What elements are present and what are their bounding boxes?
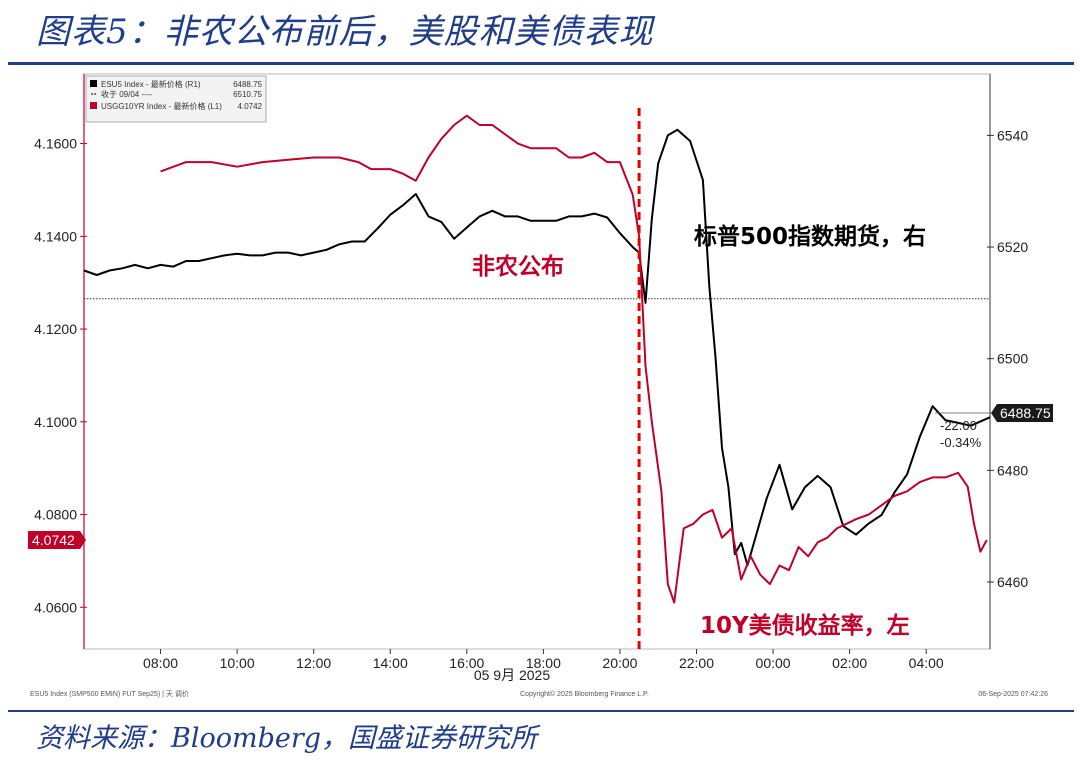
y-right-tick-label: 6540 bbox=[997, 127, 1028, 143]
y-left-tick-label: 4.1200 bbox=[34, 321, 77, 337]
event-label: 非农公布 bbox=[472, 253, 564, 280]
y-right-tick-label: 6520 bbox=[997, 239, 1028, 255]
x-tick-label: 02:00 bbox=[832, 655, 867, 671]
annotation-spx: 标普500指数期货，右 bbox=[694, 223, 926, 250]
footer-right: 06-Sep-2025 07:42:26 bbox=[978, 691, 1048, 698]
y-left-tick-label: 4.0800 bbox=[34, 507, 77, 523]
last-value-right: 6488.75 -22.00 -0.34% bbox=[935, 404, 1053, 450]
series-group bbox=[83, 114, 991, 604]
x-tick-label: 22:00 bbox=[679, 655, 714, 671]
legend-box bbox=[85, 75, 267, 123]
annotation-yield: 10Y美债收益率，左 bbox=[700, 612, 910, 639]
x-tick-label: 08:00 bbox=[143, 655, 178, 671]
last-change-text: -22.00 bbox=[940, 418, 977, 433]
x-tick-label: 10:00 bbox=[220, 655, 255, 671]
y-left-tick-label: 4.1400 bbox=[34, 228, 77, 244]
y-left-tick-label: 4.0600 bbox=[34, 599, 77, 615]
legend-swatch-spx bbox=[90, 80, 97, 87]
last-value-left: 4.0742 bbox=[28, 531, 86, 549]
title-rule bbox=[8, 62, 1074, 65]
x-tick-label: 14:00 bbox=[373, 655, 408, 671]
legend-label-close: 收于 09/04 ---- bbox=[101, 89, 152, 99]
y-right-tick-label: 6480 bbox=[997, 462, 1028, 478]
axes-group: 08:00 10:00 12:00 14:00 16:00 18:00 20:00 22:00… bbox=[34, 127, 1028, 671]
chart: 08:00 10:00 12:00 14:00 16:00 18:00 20:00 22:00… bbox=[28, 73, 1053, 698]
legend-label-yield: USGG10YR Index - 最新价格 (L1) bbox=[101, 101, 222, 111]
legend-label-spx: ESU5 Index - 最新价格 (R1) bbox=[101, 79, 201, 89]
x-tick-label: 16:00 bbox=[449, 655, 484, 671]
series-line-spx bbox=[83, 128, 991, 567]
legend: ESU5 Index - 最新价格 (R1) 6488.75 收于 09/04 … bbox=[85, 75, 267, 123]
x-tick-label: 20:00 bbox=[602, 655, 637, 671]
footer-center: Copyright© 2025 Bloomberg Finance L.P. bbox=[520, 690, 649, 698]
x-tick-label: 18:00 bbox=[526, 655, 561, 671]
legend-value-close: 6510.75 bbox=[233, 90, 262, 99]
x-tick-label: 04:00 bbox=[909, 655, 944, 671]
x-tick-label: 00:00 bbox=[756, 655, 791, 671]
y-right-tick-label: 6460 bbox=[997, 574, 1028, 590]
series-line-yield bbox=[160, 114, 988, 604]
last-value-right-tag bbox=[991, 404, 1053, 422]
legend-value-yield: 4.0742 bbox=[238, 102, 263, 111]
last-change-pct-text: -0.34% bbox=[940, 435, 982, 450]
last-value-left-tag bbox=[28, 531, 86, 549]
last-value-right-text: 6488.75 bbox=[1000, 405, 1051, 421]
legend-swatch-yield bbox=[90, 102, 97, 109]
plot-frame bbox=[83, 73, 991, 650]
y-right-tick-label: 6500 bbox=[997, 351, 1028, 367]
source-rule bbox=[8, 710, 1074, 712]
y-left-tick-label: 4.1600 bbox=[34, 136, 77, 152]
y-left-tick-label: 4.1000 bbox=[34, 414, 77, 430]
legend-value-spx: 6488.75 bbox=[233, 80, 262, 89]
footer-left: ESU5 Index (SMP500 EMIN) FUT Sep25) | 天 … bbox=[30, 689, 189, 698]
last-value-left-text: 4.0742 bbox=[32, 532, 75, 548]
source-note: 资料来源：Bloomberg，国盛证券研究所 bbox=[36, 723, 538, 754]
x-axis-date-label: 05 9月 2025 bbox=[474, 667, 550, 683]
x-tick-label: 12:00 bbox=[296, 655, 331, 671]
figure-title: 图表5：非农公布前后，美股和美债表现 bbox=[36, 12, 654, 52]
